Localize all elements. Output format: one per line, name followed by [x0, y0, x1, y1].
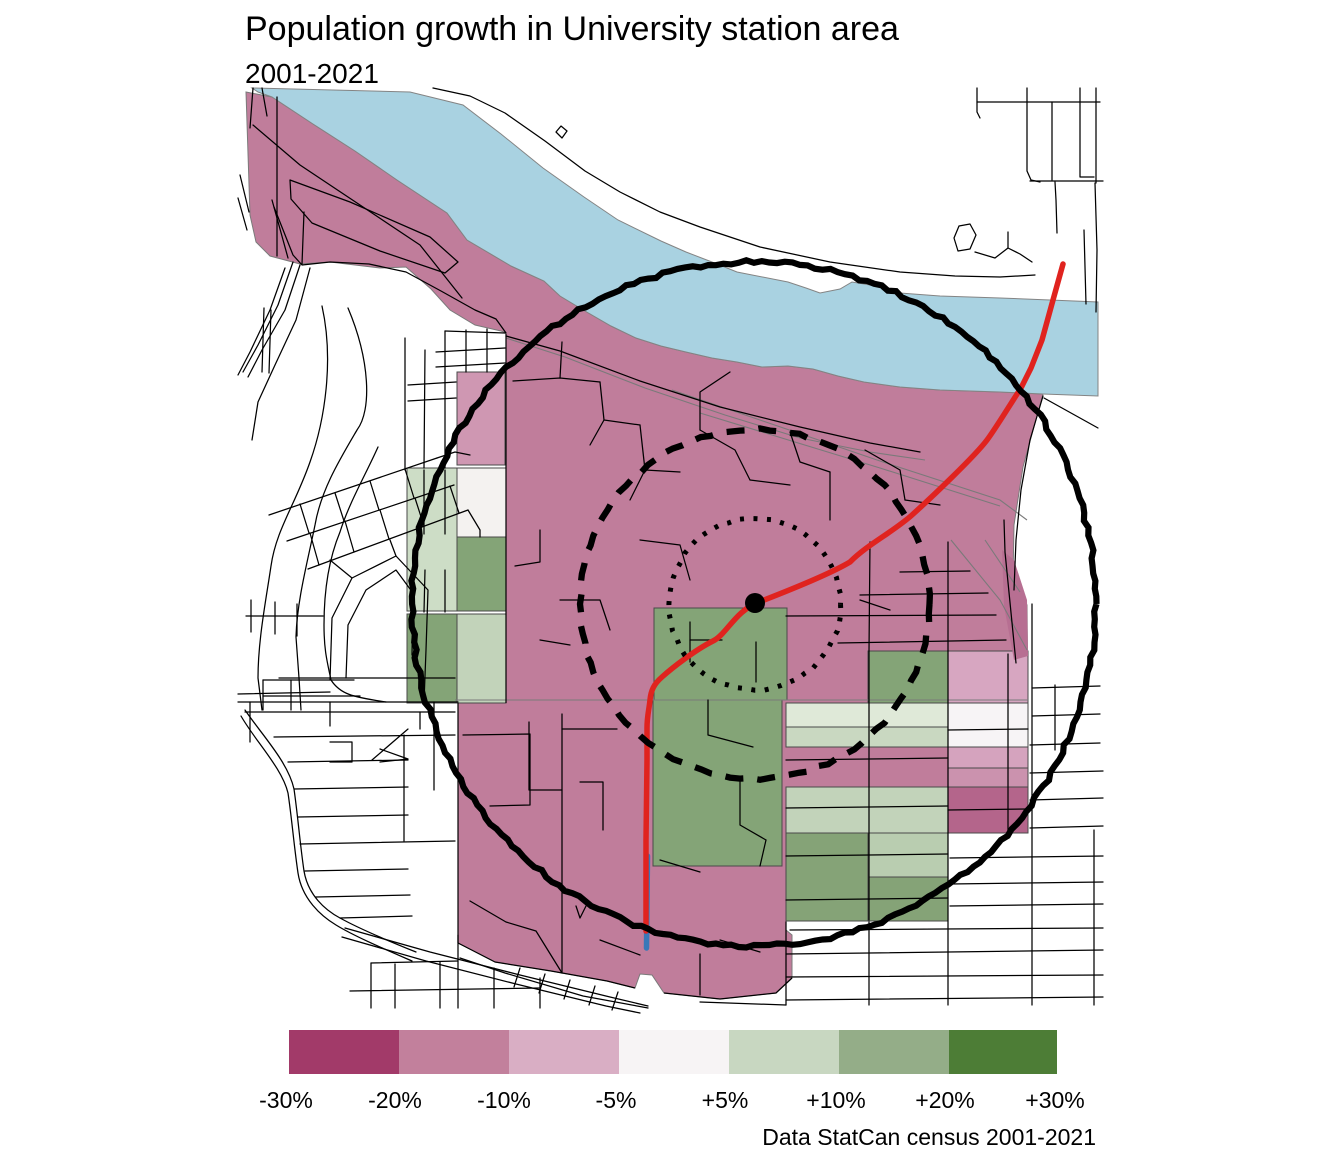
svg-text:+30%: +30% [1025, 1087, 1084, 1113]
svg-text:-10%: -10% [477, 1087, 531, 1113]
svg-text:+20%: +20% [915, 1087, 974, 1113]
svg-text:2001-2021: 2001-2021 [245, 58, 379, 89]
svg-text:-20%: -20% [368, 1087, 422, 1113]
svg-text:+10%: +10% [806, 1087, 865, 1113]
svg-text:Data StatCan census 2001-2021: Data StatCan census 2001-2021 [762, 1124, 1096, 1150]
svg-text:-5%: -5% [596, 1087, 637, 1113]
svg-text:Population growth in Universit: Population growth in University station … [245, 10, 899, 48]
svg-text:-30%: -30% [259, 1087, 313, 1113]
svg-text:+5%: +5% [702, 1087, 749, 1113]
